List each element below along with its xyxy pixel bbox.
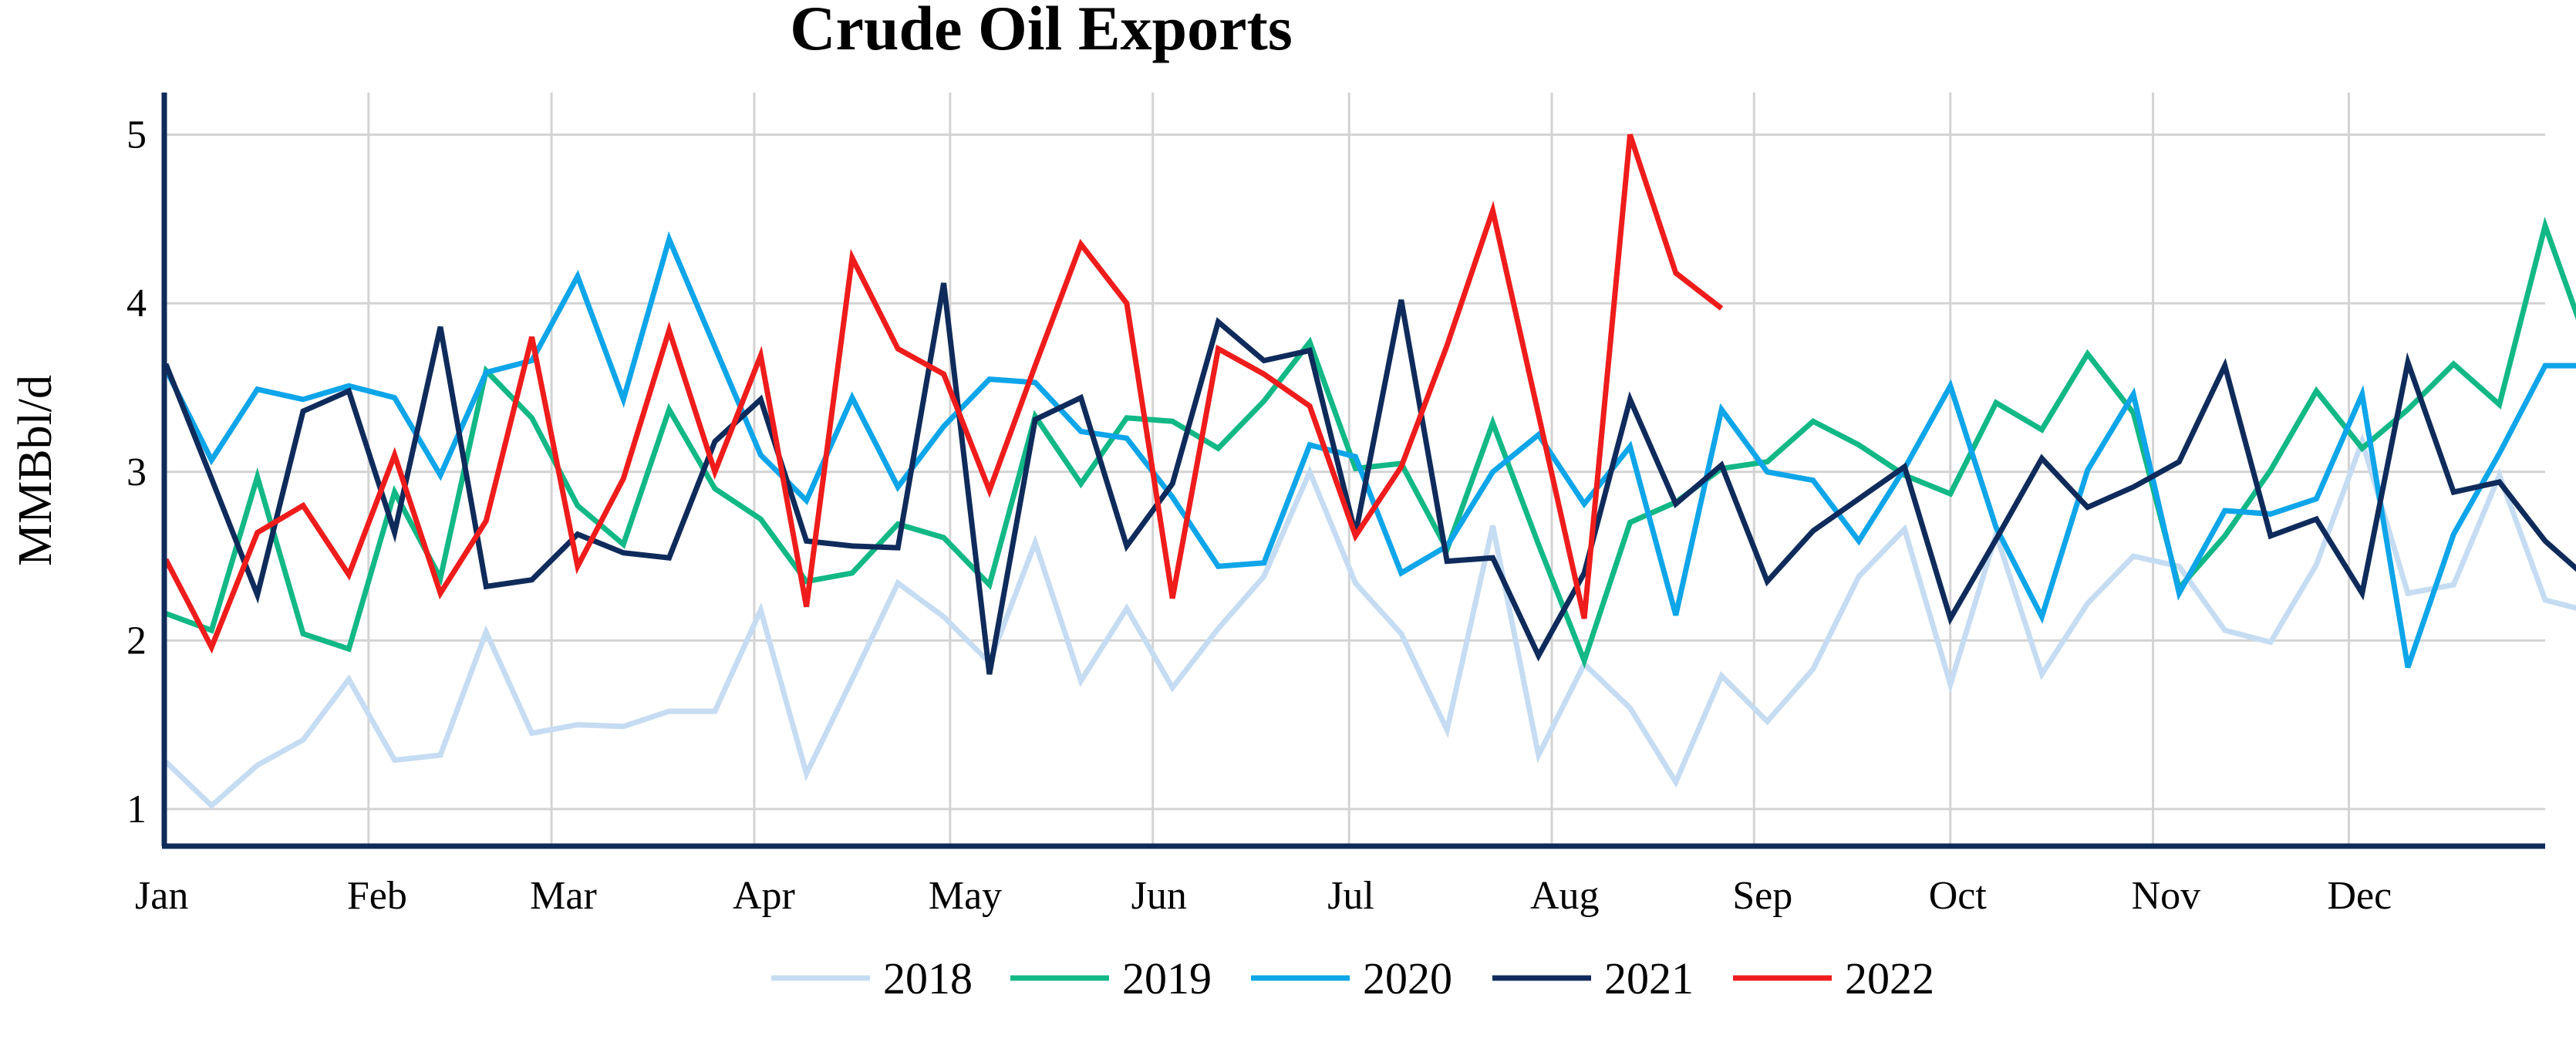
legend-label-2020: 2020 — [1363, 953, 1452, 1003]
chart-title: Crude Oil Exports — [790, 0, 1292, 63]
y-tick-label: 1 — [126, 788, 147, 831]
y-tick-label: 4 — [126, 282, 147, 325]
x-tick-label: Jun — [1131, 874, 1187, 918]
x-tick-label: Dec — [2327, 874, 2392, 918]
x-tick-labels: Jan Feb Mar Apr May Jun Jul Aug Sep Oct Nov Dec — [135, 874, 2392, 918]
y-axis-label: MMBbl/d — [9, 375, 62, 566]
legend-label-2022: 2022 — [1845, 953, 1934, 1003]
series-layer — [163, 133, 2576, 810]
x-tick-label: Mar — [530, 874, 597, 918]
x-tick-label: Oct — [1929, 874, 1988, 918]
y-tick-labels: 1 2 3 4 5 — [126, 113, 147, 831]
legend-label-2019: 2019 — [1122, 953, 1212, 1003]
x-tick-label: Apr — [733, 874, 795, 918]
x-tick-label: Aug — [1530, 874, 1600, 918]
x-tick-label: Sep — [1732, 874, 1792, 918]
x-tick-label: Nov — [2132, 874, 2201, 918]
y-tick-label: 5 — [126, 113, 147, 157]
legend-label-2018: 2018 — [883, 953, 973, 1003]
y-tick-label: 2 — [126, 619, 147, 663]
axes — [161, 93, 2545, 849]
x-tick-label: Feb — [347, 874, 407, 918]
x-tick-label: Jul — [1327, 874, 1374, 918]
x-tick-label: May — [929, 874, 1002, 918]
series-line-2020 — [163, 231, 2576, 669]
y-tick-label: 3 — [126, 450, 147, 494]
x-tick-label: Jan — [135, 874, 188, 918]
legend-label-2021: 2021 — [1604, 953, 1694, 1003]
series-line-2022 — [163, 133, 1724, 654]
legend: 2018 2019 2020 2021 2022 — [771, 953, 1934, 1003]
